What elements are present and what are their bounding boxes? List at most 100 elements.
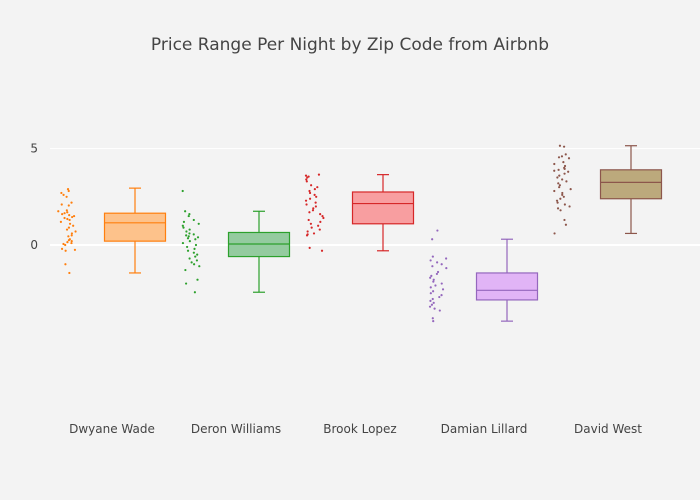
data-point [561,193,564,196]
data-point [562,195,565,198]
data-point [312,207,315,210]
data-point [308,189,311,193]
data-point [74,230,77,233]
data-point [562,145,566,148]
data-point [193,291,196,294]
data-point [318,228,321,231]
data-point [68,214,71,217]
data-point [305,234,309,237]
data-point [558,174,561,177]
data-point [559,197,562,200]
data-point [563,218,566,222]
data-point [440,282,443,285]
data-point [182,220,186,223]
data-point [321,214,324,218]
data-point [567,157,571,160]
data-point [188,257,191,260]
data-point [556,207,560,210]
data-point [432,320,435,323]
data-point [315,195,318,198]
data-point [194,238,197,241]
data-points-layer [57,144,572,323]
data-point [429,276,432,279]
data-point [70,232,74,235]
data-point [67,239,71,242]
data-point [430,274,433,277]
data-point [435,272,439,276]
data-point [196,278,199,281]
data-point [317,224,320,227]
box-dwyane-wade [103,187,167,274]
x-category-label: Brook Lopez [323,422,396,436]
y-tick-label-5: 5 [30,142,38,156]
data-point [60,203,63,206]
data-point [565,180,568,183]
data-point [556,176,559,179]
data-point [306,230,309,233]
data-point [70,240,73,243]
data-point [314,205,317,208]
data-point [440,294,443,297]
box-layer [103,145,663,322]
data-point [198,265,201,268]
data-point [553,189,556,193]
data-point [197,222,200,225]
data-point [308,197,312,200]
data-point [558,186,561,189]
data-point [309,222,313,225]
data-point [73,248,77,251]
data-point [187,235,190,238]
data-point [313,187,316,191]
data-point [432,301,435,304]
data-point [308,211,311,214]
data-point [429,299,432,303]
interquartile-box [599,169,663,200]
data-point [436,270,440,274]
data-point [190,261,193,264]
data-point [64,263,67,266]
data-point [563,172,566,175]
data-point [440,263,443,266]
data-point [429,292,432,295]
y-tick-label-0: 0 [30,238,38,252]
data-point [568,205,571,208]
data-point [72,224,75,227]
data-point [64,249,67,252]
data-point [434,284,437,287]
data-point [304,199,308,202]
data-point [185,234,188,237]
data-point [311,209,315,212]
data-point [184,210,187,213]
data-point [432,278,435,281]
data-point [59,220,62,223]
data-point [569,187,572,191]
data-point [186,249,190,252]
data-point [67,204,70,207]
data-point [63,216,66,220]
data-point [429,286,432,289]
data-point [560,155,564,158]
data-point [67,189,70,193]
data-point [182,226,185,229]
series-points-brook-lopez [304,173,325,252]
data-point [181,189,184,193]
data-point [432,280,435,283]
data-point [71,215,74,219]
data-point [70,241,73,245]
data-point [441,288,445,291]
data-point [185,230,188,233]
data-point [553,169,556,172]
data-point [557,182,560,185]
data-point [188,240,191,243]
data-point [553,162,556,166]
data-point [436,261,439,264]
data-point [72,214,76,218]
data-point [445,267,448,270]
data-point [305,178,308,181]
data-point [563,203,566,206]
data-point [60,191,63,195]
interquartile-box [475,272,539,301]
data-point [66,187,70,191]
data-point [432,290,435,293]
